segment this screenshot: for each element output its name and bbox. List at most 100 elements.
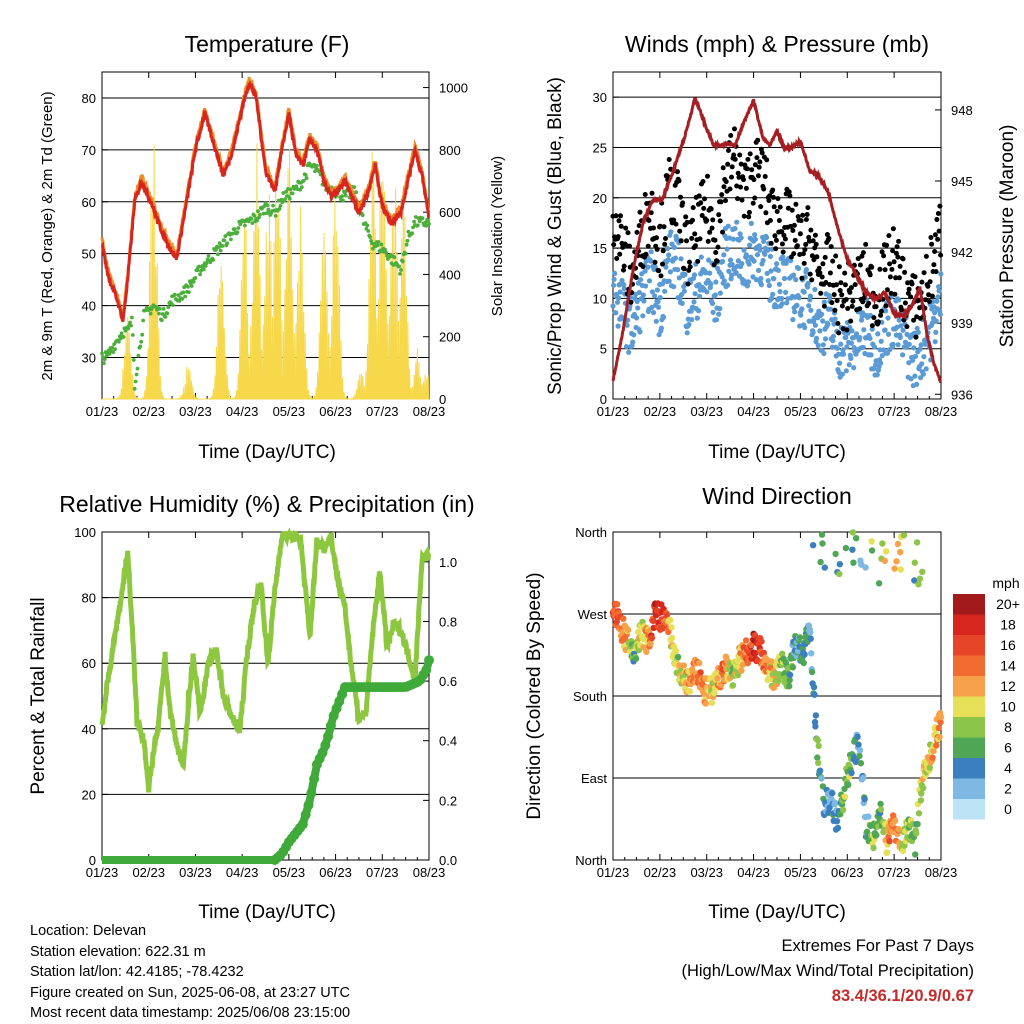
- precipitation-point: [300, 809, 311, 820]
- dewpoint-point: [415, 223, 420, 228]
- y2-tick-label: 0.8: [439, 614, 457, 629]
- wind-direction-point: [877, 806, 885, 813]
- wind-direction-point: [913, 830, 920, 837]
- wind-gust-point: [905, 280, 911, 286]
- dewpoint-point: [176, 293, 181, 298]
- wind-gust-point: [758, 204, 764, 210]
- wind-gust-point: [925, 283, 931, 289]
- wind-gust-point: [927, 279, 933, 285]
- wind-gust-point: [712, 237, 718, 243]
- wind-speed-point: [921, 354, 927, 360]
- wind-direction-point: [809, 542, 817, 549]
- wind-direction-point: [856, 752, 863, 760]
- wind-direction-point: [752, 649, 759, 657]
- wind-gust-point: [649, 190, 655, 196]
- dewpoint-point: [375, 243, 380, 248]
- wind-speed-point: [686, 321, 692, 328]
- wind-speed-point: [936, 284, 942, 290]
- wind-direction-point: [833, 818, 841, 825]
- dewpoint-point: [392, 255, 397, 260]
- wind-gust-point: [891, 259, 897, 265]
- wind-gust-point: [741, 177, 746, 183]
- wind-gust-point: [801, 260, 807, 266]
- x-tick-label: 03/23: [690, 865, 723, 880]
- wind-direction-point: [918, 790, 925, 797]
- wind-gust-point: [805, 205, 811, 211]
- wind-speed-point: [911, 345, 917, 351]
- wind-speed-point: [932, 339, 938, 345]
- wind-gust-point: [887, 274, 893, 280]
- wind-gust-point: [802, 247, 808, 253]
- wind-speed-point: [763, 234, 770, 241]
- colorbar-swatch: [953, 778, 985, 799]
- dewpoint-point: [158, 306, 162, 311]
- dewpoint-point: [193, 276, 198, 280]
- y-tick-label: 50: [82, 247, 96, 262]
- y2-tick-label: 948: [951, 103, 973, 118]
- wind-direction-point: [700, 690, 708, 697]
- wind-gust-point: [646, 218, 652, 223]
- wind-speed-point: [717, 306, 723, 312]
- wind-speed-point: [681, 288, 688, 294]
- wind-speed-point: [837, 360, 843, 366]
- x-tick-label: 04/23: [226, 404, 259, 419]
- colorbar-label: 18: [1000, 617, 1016, 633]
- wind-speed-point: [793, 277, 799, 283]
- wind-speed-point: [805, 280, 811, 286]
- wind-gust-point: [775, 196, 781, 202]
- wind-gust-point: [821, 303, 827, 309]
- wind-gust-point: [701, 205, 707, 211]
- wind-gust-point: [739, 197, 745, 203]
- wind-direction-point: [768, 658, 775, 665]
- extremes-title: Extremes For Past 7 Days: [781, 937, 974, 955]
- y-tick-label: South: [573, 689, 607, 704]
- x-tick-label: 02/23: [644, 865, 677, 880]
- wind-direction-point: [850, 559, 857, 566]
- chart-title: Relative Humidity (%) & Precipitation (i…: [59, 491, 474, 517]
- wind-speed-point: [834, 345, 841, 351]
- wind-speed-point: [896, 297, 902, 303]
- wind-gust-point: [902, 269, 908, 275]
- dewpoint-point: [128, 320, 132, 325]
- y2-tick-label: 600: [439, 205, 461, 220]
- y-axis-label: 2m & 9m T (Red, Orange) & 2m Td (Green): [39, 91, 56, 380]
- wind-direction-point: [868, 547, 876, 554]
- wind-gust-point: [914, 314, 920, 320]
- wind-speed-point: [822, 336, 829, 342]
- extremes-values: 83.4/36.1/20.9/0.67: [831, 987, 974, 1005]
- wind-speed-point: [663, 264, 669, 270]
- wind-direction-point: [849, 529, 857, 536]
- dewpoint-point: [191, 279, 196, 284]
- dewpoint-point: [360, 213, 365, 218]
- wind-direction-point: [857, 760, 865, 767]
- wind-direction-point: [926, 764, 933, 771]
- pressure-line: [611, 97, 942, 384]
- wind-gust-point: [785, 205, 791, 211]
- wind-speed-point: [871, 344, 878, 350]
- dewpoint-point: [130, 333, 135, 337]
- wind-gust-point: [690, 217, 695, 223]
- wind-gust-point: [745, 156, 751, 162]
- wind-gust-point: [695, 258, 701, 264]
- wind-direction-point: [842, 544, 850, 552]
- wind-speed-point: [779, 301, 785, 307]
- wind-gust-point: [883, 303, 889, 309]
- wind-speed-point: [764, 270, 770, 276]
- dewpoint-point: [383, 247, 387, 252]
- wind-speed-point: [781, 275, 788, 282]
- extremes-box: Extremes For Past 7 Days (High/Low/Max W…: [681, 934, 974, 1009]
- wind-gust-point: [934, 217, 940, 222]
- wind-gust-point: [882, 267, 888, 273]
- wind-speed-point: [662, 288, 668, 294]
- wind-speed-point: [739, 261, 745, 267]
- wind-gust-point: [848, 285, 854, 291]
- wind-gust-point: [842, 270, 848, 276]
- colorbar-swatch: [953, 635, 985, 656]
- wind-direction-point: [635, 628, 642, 636]
- wind-gust-point: [705, 173, 710, 179]
- wind-speed-point: [634, 298, 640, 305]
- y-tick-label: 70: [82, 143, 96, 158]
- dewpoint-point: [189, 284, 194, 288]
- wind-gust-point: [684, 219, 690, 225]
- wind-gust-point: [843, 297, 849, 303]
